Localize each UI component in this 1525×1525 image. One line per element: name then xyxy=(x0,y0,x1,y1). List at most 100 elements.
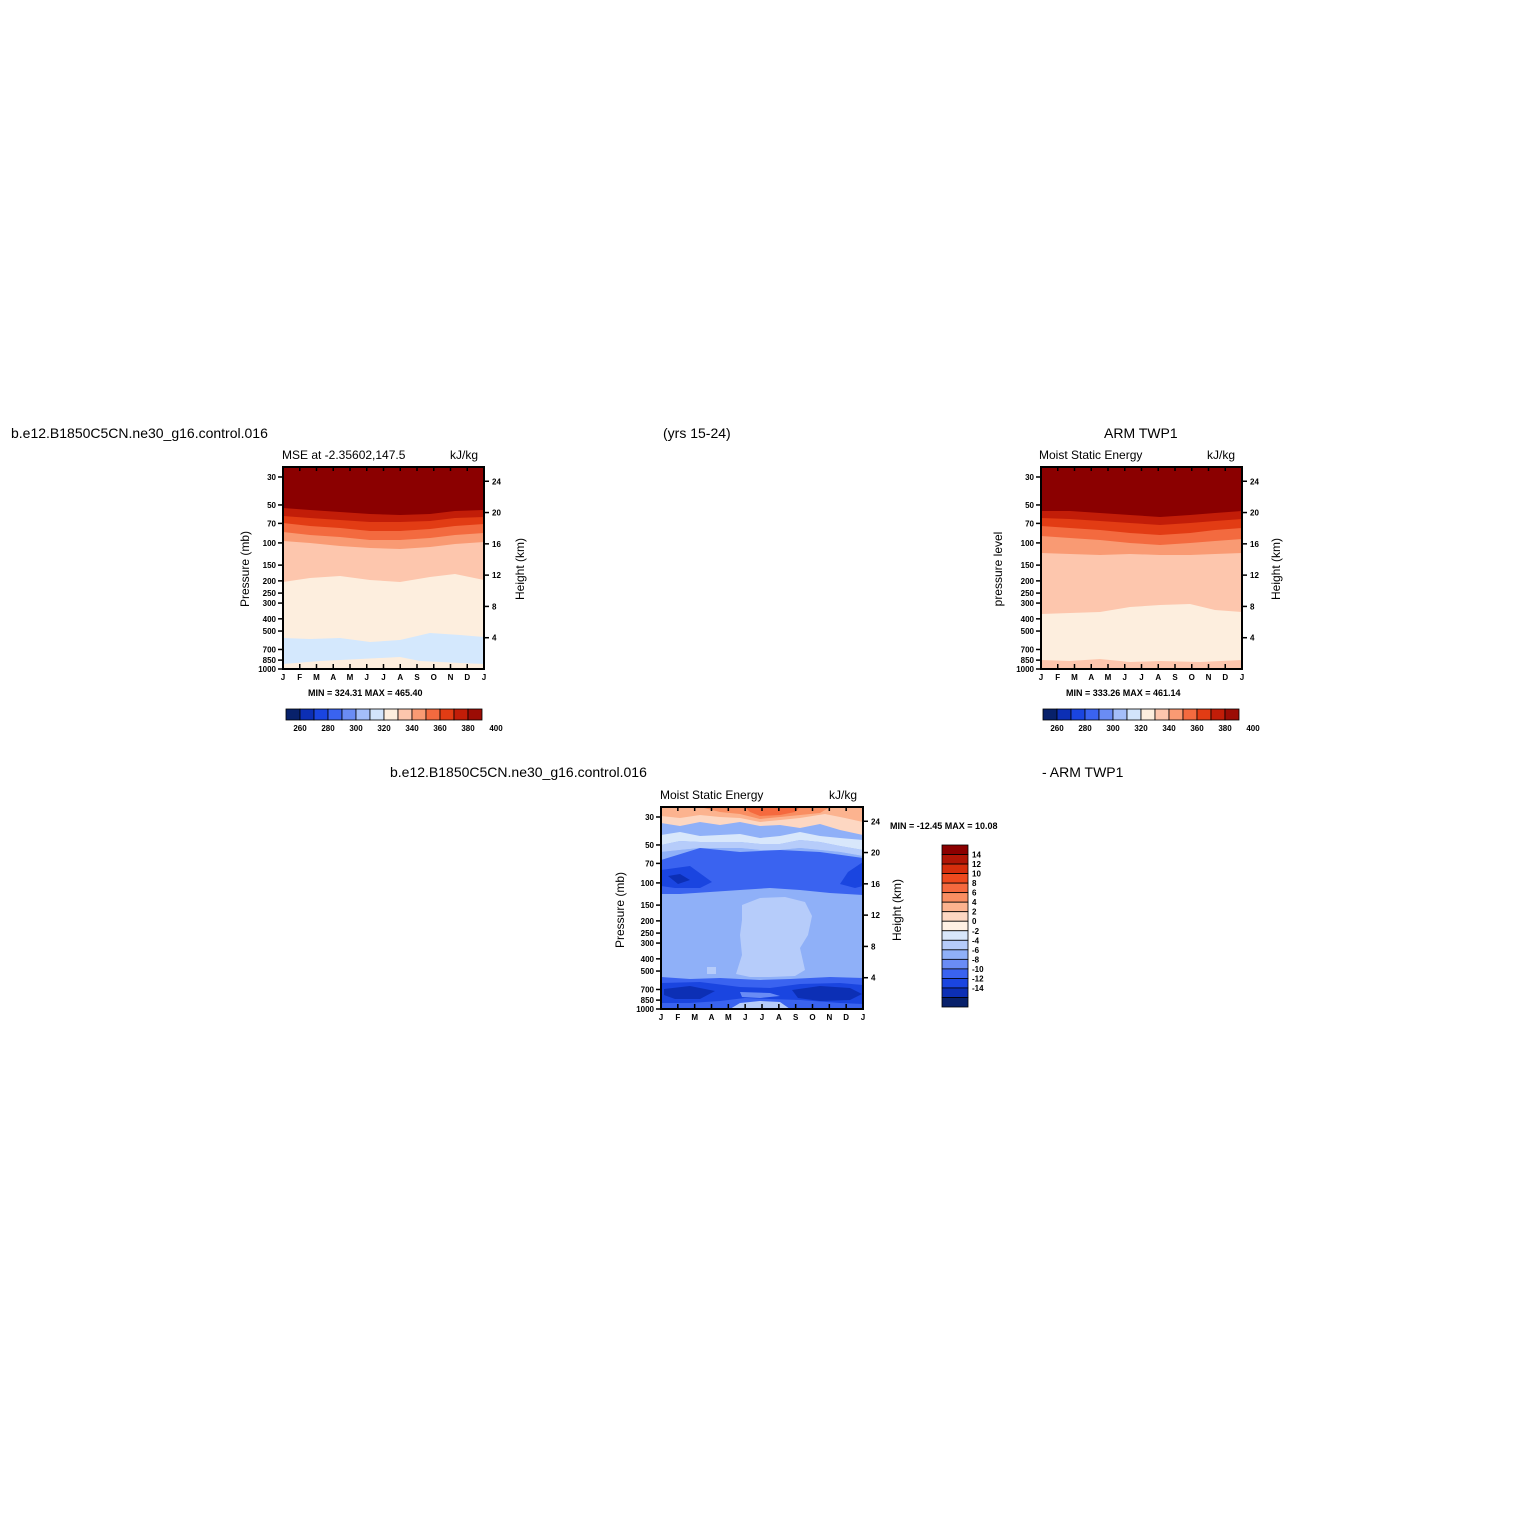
obs-xtick-label: J xyxy=(1123,673,1127,682)
diff-colorbar-label: 12 xyxy=(972,860,981,869)
diff-colorbar-box xyxy=(941,920,969,932)
diff-xtick-label: O xyxy=(809,1013,815,1022)
model-ytick-label: 100 xyxy=(263,539,277,548)
obs-colorbar-label: 360 xyxy=(1190,724,1204,733)
diff-colorbar-label: 6 xyxy=(972,889,977,898)
obs-colorbar-box xyxy=(1210,708,1226,721)
diff-xtick-label: D xyxy=(843,1013,849,1022)
diff-ytick-label: 100 xyxy=(641,879,655,888)
obs-y2tick-label: 16 xyxy=(1250,540,1259,549)
diff-ytick-label: 500 xyxy=(641,967,655,976)
obs-title: ARM TWP1 xyxy=(1104,425,1178,441)
model-xtick-label: J xyxy=(482,673,486,682)
model-colorbar-box xyxy=(285,708,301,721)
obs-xtick-label: S xyxy=(1172,673,1178,682)
diff-y2label: Height (km) xyxy=(890,879,904,942)
diff-colorbar-label: -12 xyxy=(972,974,984,983)
obs-colorbar-box xyxy=(1070,708,1086,721)
diff-colorbar-label: 14 xyxy=(972,851,981,860)
obs-contour-400 xyxy=(1041,467,1242,517)
diff-ytick-label: 850 xyxy=(641,996,655,1005)
model-plot xyxy=(282,466,485,670)
obs-xtick-label: F xyxy=(1055,673,1060,682)
diff-colorbar-box xyxy=(941,882,969,894)
diff-colorbar-box xyxy=(941,968,969,979)
model-xtick-label: M xyxy=(313,673,320,682)
diff-colorbar-box xyxy=(941,892,969,903)
obs-ytick-label: 400 xyxy=(1021,615,1035,624)
diff-y2tick-label: 20 xyxy=(871,849,880,858)
obs-ytick-label: 50 xyxy=(1025,501,1034,510)
obs-colorbar-label: 340 xyxy=(1162,724,1176,733)
obs-colorbar-box xyxy=(1112,708,1128,721)
diff-ytick-label: 250 xyxy=(641,929,655,938)
diff-stats: MIN = -12.45 MAX = 10.08 xyxy=(890,821,998,831)
obs-xtick-label: J xyxy=(1240,673,1244,682)
model-ytick-label: 50 xyxy=(267,501,276,510)
obs-colorbar-box xyxy=(1098,708,1114,721)
model-xtick-label: J xyxy=(281,673,285,682)
model-stats: MIN = 324.31 MAX = 465.40 xyxy=(308,688,423,698)
case-title: b.e12.B1850C5CN.ne30_g16.control.016 xyxy=(11,425,268,441)
diff-ytick-label: 200 xyxy=(641,917,655,926)
obs-ytick-label: 70 xyxy=(1025,519,1034,528)
diff-contour-neg12-lower-left xyxy=(664,986,715,999)
diff-colorbar-box xyxy=(941,863,969,874)
diff-colorbar-label: 8 xyxy=(972,879,977,888)
obs-xtick-label: J xyxy=(1139,673,1143,682)
diff-colorbar-box xyxy=(941,844,969,855)
obs-ytick-label: 250 xyxy=(1021,589,1035,598)
obs-colorbar-box xyxy=(1084,708,1100,721)
diff-contour-neg10-upper xyxy=(661,866,712,888)
model-xtick-label: A xyxy=(397,673,403,682)
diff-ytick-label: 700 xyxy=(641,985,655,994)
model-y2tick-label: 8 xyxy=(492,602,497,611)
model-y2tick-label: 12 xyxy=(492,571,501,580)
model-xtick-label: S xyxy=(414,673,420,682)
model-colorbar-label: 300 xyxy=(349,724,363,733)
diff-xtick-label: M xyxy=(725,1013,732,1022)
obs-y2tick-label: 20 xyxy=(1250,509,1259,518)
obs-ytick-label: 500 xyxy=(1021,627,1035,636)
obs-ytick-label: 1000 xyxy=(1016,665,1034,674)
diff-xtick-label: J xyxy=(743,1013,747,1022)
obs-stats: MIN = 333.26 MAX = 461.14 xyxy=(1066,688,1181,698)
diff-colorbar-box xyxy=(941,873,969,884)
obs-xtick-label: O xyxy=(1189,673,1195,682)
diff-colorbar-label: -10 xyxy=(972,965,984,974)
model-y2tick-label: 16 xyxy=(492,540,501,549)
diff-xtick-label: J xyxy=(760,1013,764,1022)
obs-colorbar-box xyxy=(1168,708,1184,721)
diff-ytick-label: 70 xyxy=(645,859,654,868)
colorbars-layer: 260 280 300 320 340 360 380 400 260 280 300 320 340 3… xyxy=(285,708,1260,1008)
obs-ytick-label: 30 xyxy=(1025,473,1034,482)
diff-colorbar-box xyxy=(941,901,969,913)
diff-colorbar-label: 0 xyxy=(972,917,977,926)
model-colorbar-label: 320 xyxy=(377,724,391,733)
obs-ytick-label: 150 xyxy=(1021,561,1035,570)
diff-obs-title: - ARM TWP1 xyxy=(1042,764,1124,780)
diff-y2tick-label: 8 xyxy=(871,942,876,951)
diff-xtick-label: F xyxy=(675,1013,680,1022)
diff-contour-top-pos10 xyxy=(745,807,800,816)
obs-ytick-label: 700 xyxy=(1021,645,1035,654)
model-ytick-label: 700 xyxy=(263,645,277,654)
model-colorbar-label: 260 xyxy=(293,724,307,733)
obs-y2tick-label: 24 xyxy=(1250,477,1259,486)
obs-colorbar-box xyxy=(1126,708,1142,721)
model-colorbar-box xyxy=(411,708,427,721)
diff-contour-neg12-lower-right xyxy=(792,986,862,1001)
obs-ytick-label: 850 xyxy=(1021,656,1035,665)
model-colorbar-box xyxy=(341,708,357,721)
model-ytick-label: 1000 xyxy=(258,665,276,674)
diff-colorbar-box xyxy=(941,911,969,922)
obs-xtick-label: M xyxy=(1071,673,1078,682)
model-colorbar-box xyxy=(369,708,385,721)
model-colorbar-label: 340 xyxy=(405,724,419,733)
model-units: kJ/kg xyxy=(450,448,479,462)
model-ytick-label: 400 xyxy=(263,615,277,624)
obs-xtick-label: A xyxy=(1155,673,1161,682)
obs-ylabel: pressure level xyxy=(991,531,1005,607)
model-y2tick-label: 4 xyxy=(492,634,497,643)
obs-colorbar-label: 280 xyxy=(1078,724,1092,733)
